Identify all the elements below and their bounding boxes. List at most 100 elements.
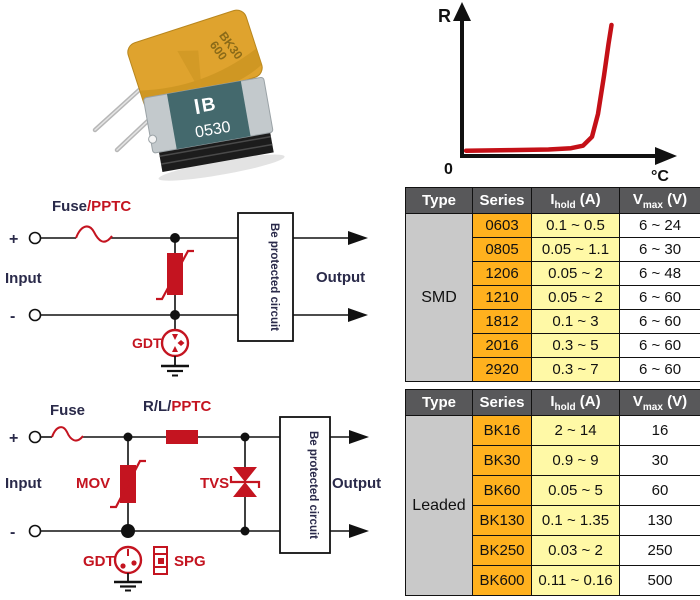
table-row: BK130 0.1 ~ 1.35 130	[406, 505, 700, 536]
series-cell: 1210	[472, 285, 532, 310]
protected-circuit-box	[237, 212, 294, 342]
spg-symbol	[153, 546, 168, 575]
column-header: Series	[472, 187, 532, 214]
ihold-cell: 0.05 ~ 2	[531, 285, 620, 310]
protected-circuit-box	[279, 416, 331, 554]
y-axis-label: R	[438, 6, 451, 26]
tvs-label: TVS	[200, 475, 229, 492]
vmax-cell: 250	[619, 535, 700, 566]
series-cell: 0603	[472, 213, 532, 238]
input-label: Input	[5, 270, 42, 287]
junction-dot	[240, 432, 250, 442]
fuse-symbol	[75, 225, 113, 243]
protection-circuit-1: Be protected circuit + - Input Output Fu…	[5, 198, 368, 377]
series-cell: BK130	[472, 505, 532, 536]
ihold-cell: 0.1 ~ 1.35	[531, 505, 620, 536]
rl-label-part: R/L/	[143, 398, 172, 415]
vmax-cell: 30	[619, 445, 700, 476]
fuse-label: Fuse	[50, 402, 85, 419]
gdt-symbol	[113, 545, 143, 575]
resistance-curve	[463, 22, 614, 153]
smd-pptc-photo: B 0530	[143, 76, 285, 181]
vmax-cell: 6 ~ 60	[619, 333, 700, 358]
ihold-cell: 0.1 ~ 3	[531, 309, 620, 334]
smd-notch	[148, 134, 158, 144]
vmax-cell: 130	[619, 505, 700, 536]
rl-pptc-label: R/L/PPTC	[143, 398, 212, 415]
smd-spec-table: Type Series Ihold (A) Vmax (V) SMD 0603 0.1 ~…	[405, 187, 700, 382]
leaded-spec-table: Type Series Ihold (A) Vmax (V) Leaded BK16 2 …	[405, 389, 700, 596]
ihold-cell: 0.3 ~ 7	[531, 357, 620, 382]
pptc-label-part: /PPTC	[87, 198, 131, 215]
table-row: BK250 0.03 ~ 2 250	[406, 535, 700, 566]
protection-circuit-2: Be protected circuit + - Input Output Fu…	[5, 398, 381, 592]
series-cell: BK16	[472, 415, 532, 446]
gdt-label: GDT	[132, 335, 162, 351]
input-label: Input	[5, 475, 42, 492]
plus-label: +	[9, 231, 18, 248]
fuse-symbol	[51, 426, 84, 442]
smd-base-layers	[158, 128, 274, 172]
column-header: Series	[472, 389, 532, 416]
photo-shadow	[158, 154, 285, 181]
minus-label: -	[10, 308, 15, 325]
fuse-pptc-label: Fuse/PPTC	[52, 198, 131, 215]
x-axis-arrowhead	[655, 147, 677, 165]
gdt-label: GDT	[83, 553, 115, 570]
origin-label: 0	[444, 161, 453, 178]
smd-layer-line	[160, 143, 273, 165]
table-row: BK60 0.05 ~ 5 60	[406, 475, 700, 506]
ihold-cell: 0.1 ~ 0.5	[531, 213, 620, 238]
plus-label: +	[9, 430, 18, 447]
y-axis-arrowhead	[453, 2, 471, 21]
logo-bar	[194, 98, 200, 115]
vmax-cell: 6 ~ 60	[619, 285, 700, 310]
ihold-cell: 0.05 ~ 5	[531, 475, 620, 506]
body-crease	[177, 50, 203, 95]
spg-label: SPG	[174, 553, 206, 570]
smd-layer-line	[159, 135, 272, 157]
mov-symbol	[110, 459, 146, 509]
vmax-cell: 6 ~ 60	[619, 309, 700, 334]
vmax-cell: 6 ~ 30	[619, 237, 700, 262]
vmax-cell: 6 ~ 60	[619, 357, 700, 382]
junction-dot	[240, 526, 250, 536]
smd-marking: 0530	[194, 119, 232, 142]
minus-terminal	[28, 308, 42, 322]
component-photos: BK30 600 B 0530	[92, 9, 285, 181]
series-cell: 1812	[472, 309, 532, 334]
ground-symbol	[114, 573, 142, 592]
minus-label: -	[10, 524, 15, 541]
vmax-cell: 6 ~ 48	[619, 261, 700, 286]
header-row: Type Series Ihold (A) Vmax (V)	[405, 187, 700, 214]
column-header: Type	[405, 187, 473, 214]
column-header: Ihold (A)	[531, 187, 620, 214]
minus-terminal	[28, 524, 42, 538]
column-header: Vmax (V)	[619, 187, 700, 214]
ihold-cell: 0.3 ~ 5	[531, 333, 620, 358]
ihold-cell: 2 ~ 14	[531, 415, 620, 446]
type-cell: Leaded	[405, 415, 473, 596]
ihold-cell: 0.03 ~ 2	[531, 535, 620, 566]
output-arrow	[349, 524, 369, 538]
ihold-cell: 0.9 ~ 9	[531, 445, 620, 476]
vmax-cell: 6 ~ 24	[619, 213, 700, 238]
ground-symbol	[161, 356, 189, 377]
fuse-label-part: Fuse	[52, 198, 87, 215]
plus-terminal	[28, 430, 42, 444]
column-header: Vmax (V)	[619, 389, 700, 416]
junction-dot	[123, 432, 133, 442]
smd-logo: B	[200, 94, 217, 117]
series-cell: 2920	[472, 357, 532, 382]
column-header: Ihold (A)	[531, 389, 620, 416]
gdt-symbol	[160, 328, 190, 358]
protected-circuit-box-label: Be protected circuit	[268, 223, 280, 331]
smd-body-teal	[166, 80, 251, 150]
output-arrow	[348, 231, 368, 245]
pptc-label-part: PPTC	[171, 398, 211, 415]
table-row: SMD 0603 0.1 ~ 0.5 6 ~ 24	[405, 213, 700, 382]
series-cell: 2016	[472, 333, 532, 358]
